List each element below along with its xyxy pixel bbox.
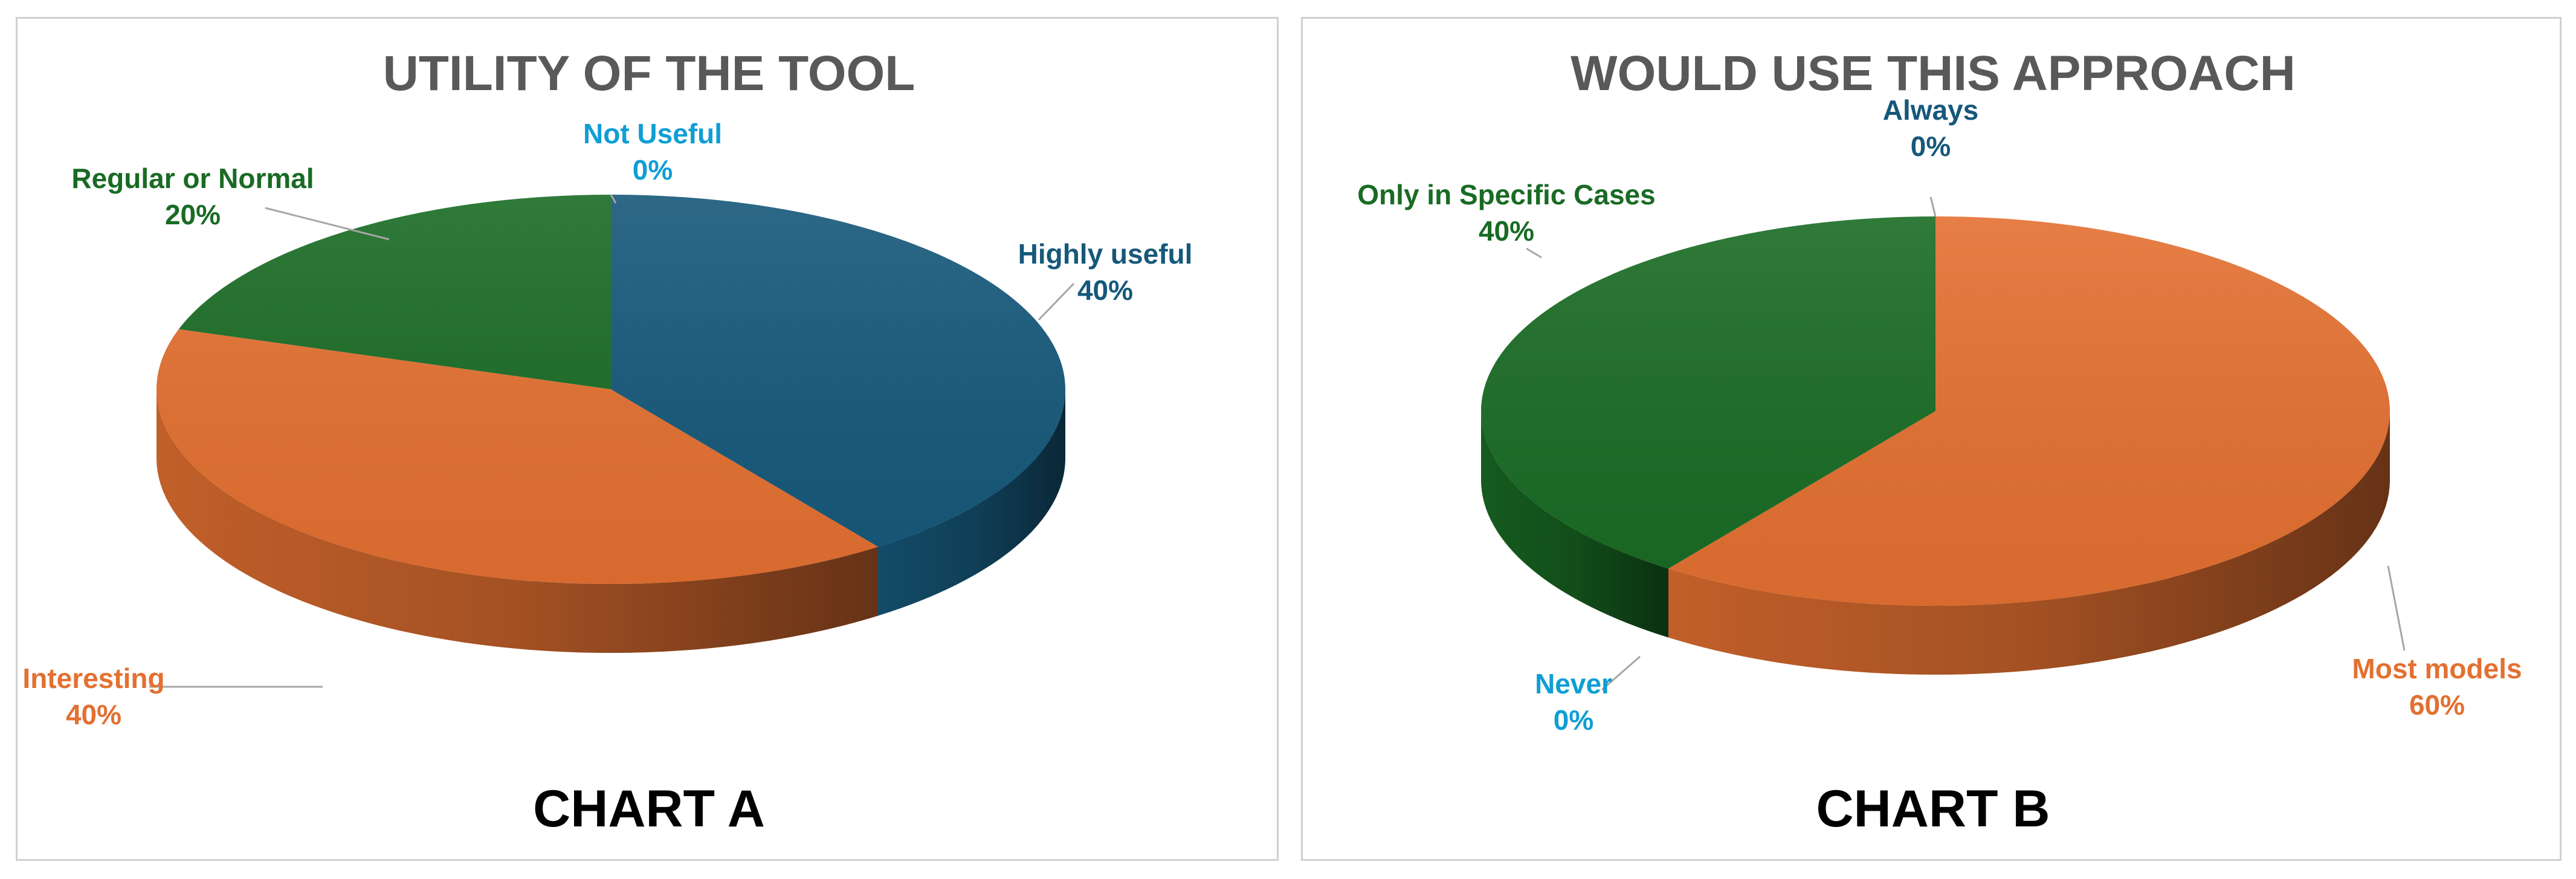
chart-b-caption: CHART B [1816,780,2050,838]
label-name-most-models: Most models [2352,653,2522,684]
leader-line-only-in-specific-cases [1526,247,1542,259]
leader-line-never [1601,655,1641,691]
slice-side-shade-only-in-specific-cases [1481,411,1668,638]
pie-top-highlight [157,195,1065,584]
leader-line-regular-or-normal [265,207,390,241]
label-value-interesting: 40% [66,699,121,730]
chart-a-panel: UTILITY OF THE TOOL Highly useful 40% Inte… [16,17,1279,861]
label-name-never: Never [1535,668,1612,699]
chart-b-svg: WOULD USE THIS APPROACH Most models 60% Ne… [1357,46,2522,838]
chart-b-panel: WOULD USE THIS APPROACH Most models 60% Ne… [1301,17,2561,861]
leader-line-most-models [2387,565,2406,651]
slice-side-shade-interesting [157,389,879,653]
label-value-always: 0% [1911,131,1951,162]
label-name-regular-or-normal: Regular or Normal [71,163,314,194]
label-value-highly-useful: 40% [1077,274,1133,306]
label-name-not-useful: Not Useful [583,118,722,149]
label-value-only-in-specific-cases: 40% [1479,215,1534,247]
slice-side-shade-most-models [1668,411,2390,675]
leader-line-highly-useful [1038,282,1075,321]
label-value-most-models: 60% [2409,689,2465,721]
label-name-only-in-specific-cases: Only in Specific Cases [1357,179,1655,210]
label-name-always: Always [1883,94,1979,126]
chart-b-title: WOULD USE THIS APPROACH [1570,46,2296,101]
pie-top-highlight [1481,216,2390,606]
chart-a-svg: UTILITY OF THE TOOL Highly useful 40% Inte… [22,46,1193,838]
chart-a-caption: CHART A [533,780,765,838]
label-value-never: 0% [1554,704,1593,736]
slice-side-shade-highly-useful [878,389,1065,616]
leader-line-not-useful [610,194,617,204]
label-value-regular-or-normal: 20% [165,199,221,230]
label-name-interesting: Interesting [22,663,164,694]
leader-line-always [1929,196,1937,217]
chart-a-title: UTILITY OF THE TOOL [383,46,915,101]
label-value-not-useful: 0% [633,154,673,186]
label-name-highly-useful: Highly useful [1018,238,1193,270]
